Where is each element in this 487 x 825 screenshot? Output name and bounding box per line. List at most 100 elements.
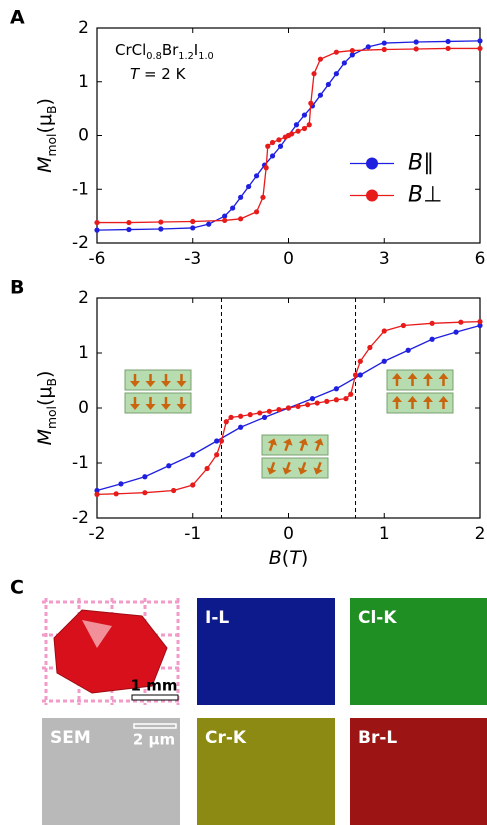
spin-arrow [298,438,309,452]
y-tick-label: 1 [78,72,89,92]
data-point [317,56,324,62]
arrow-head [392,373,402,379]
data-point [218,438,225,444]
data-point [246,183,252,190]
arrow-shaft [284,442,290,452]
image-tile [197,718,335,825]
data-point [367,344,373,351]
data-point [413,46,419,52]
data-point [343,396,349,402]
arrow-head [130,404,140,410]
legend-label: B∥ [408,151,434,176]
scale-bar [133,723,177,729]
data-point [171,487,177,494]
data-point [158,219,164,225]
data-point [477,319,483,325]
data-point [247,412,253,418]
x-tick-label: 1 [379,524,390,544]
data-point [293,122,300,128]
arrow-head [313,467,323,475]
arrow-head [438,373,449,379]
data-point [445,45,451,52]
data-point [253,173,260,179]
text-part: 1.2 [178,51,194,62]
data-point [263,165,269,171]
image-tile [42,718,180,825]
x-tick-label: -1 [184,524,201,544]
spin-box [386,369,454,391]
data-point [214,438,220,444]
data-point [285,405,292,411]
data-point [94,487,100,494]
x-tick-label: 2 [475,524,486,544]
text-part: = 2 K [139,65,186,83]
spin-arrow [161,374,171,387]
data-point [429,320,435,326]
text-part: B [45,106,59,114]
image-tile [350,598,487,705]
spin-arrow [130,397,140,410]
data-point [429,336,435,342]
panel-label: B [10,277,24,299]
spin-arrow [161,397,171,410]
arrow-head [266,467,277,475]
spin-arrow [392,373,402,386]
data-point [190,218,196,225]
y-tick-label: 0 [78,126,89,146]
plot-frame [96,297,481,519]
data-point [365,44,371,50]
data-point [94,227,100,233]
data-point [333,397,339,403]
arrow-head [145,404,156,410]
text-part: (μ [34,114,56,134]
x-tick-label: 0 [283,524,294,544]
spin-box [261,434,329,456]
x-tick-label: 3 [379,249,390,269]
data-point [295,403,301,409]
legend-label: B⊥ [408,183,442,208]
arrow-head [423,373,433,379]
data-point [166,463,172,469]
data-point [113,491,119,497]
tile-label: Cl-K [358,608,397,628]
data-point [260,194,266,200]
data-point [190,482,196,488]
data-point [142,474,148,480]
data-point [206,221,212,227]
spin-box [261,457,329,479]
scale-label: 1 mm [131,677,178,695]
data-point [405,347,411,353]
spin-arrow [438,396,449,409]
spin-arrow [438,373,449,386]
crystal [53,609,168,694]
data-point [325,81,331,88]
data-point [126,219,132,226]
text-part: 1.0 [198,51,214,62]
arrow-head [283,438,293,446]
y-tick-label: 0 [78,398,89,418]
data-point [301,125,308,132]
data-point [301,112,308,118]
data-point [341,60,347,66]
data-point [238,216,244,222]
data-point [381,40,387,46]
spin-arrow [297,461,308,475]
arrow-head [407,396,418,402]
tile-label: Cr-K [205,728,247,748]
arrow-head [161,381,171,387]
spin-arrow [176,374,187,387]
text-part: ) [34,371,56,378]
data-point [306,122,312,128]
text-part: T [130,65,141,83]
data-point [317,92,324,98]
arrow-shaft [301,461,307,471]
arrow-head [438,396,449,402]
text-part: mol [45,406,59,429]
data-point [333,49,339,55]
data-point [190,452,196,458]
data-point [400,322,406,329]
data-point [333,71,339,77]
arrow-head [145,381,156,387]
scale-bar [131,694,179,701]
